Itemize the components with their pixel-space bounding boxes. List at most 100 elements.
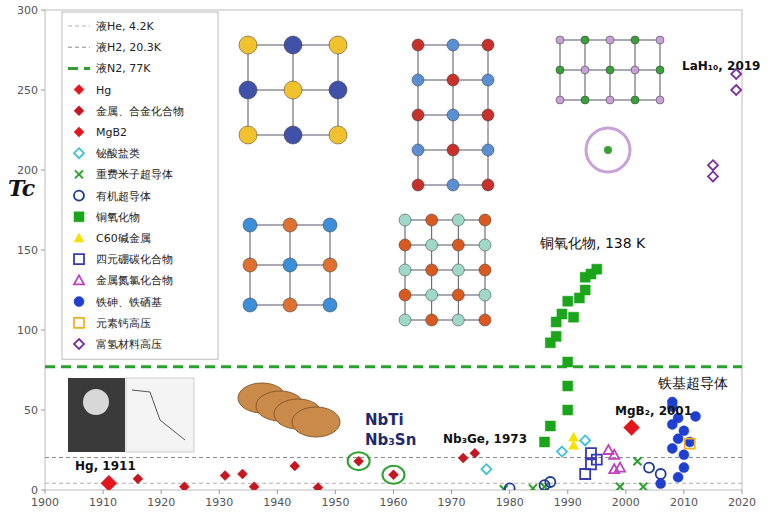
x-tick xyxy=(451,490,452,494)
legend-swatch xyxy=(74,106,84,116)
point xyxy=(667,443,677,453)
atom xyxy=(482,39,494,51)
legend-swatch xyxy=(74,148,84,158)
legend-label: Hg xyxy=(96,84,111,97)
atom xyxy=(556,36,564,44)
atom xyxy=(447,109,459,121)
atom xyxy=(426,239,438,251)
atom xyxy=(656,66,664,74)
atom xyxy=(412,144,424,156)
atom xyxy=(479,314,491,326)
x-tick-label: 1960 xyxy=(380,496,408,509)
x-tick xyxy=(509,490,510,494)
x-tick-label: 1970 xyxy=(438,496,466,509)
atom xyxy=(447,179,459,191)
x-tick xyxy=(219,490,220,494)
annotation: 铁基超导体 xyxy=(657,375,728,391)
point xyxy=(481,464,491,474)
point xyxy=(563,405,573,415)
point xyxy=(505,483,515,490)
legend-swatch xyxy=(74,339,84,349)
point xyxy=(237,469,247,479)
y-tick xyxy=(41,250,45,251)
x-tick-label: 2020 xyxy=(728,496,756,509)
atom xyxy=(426,289,438,301)
point xyxy=(470,448,480,458)
legend-swatch xyxy=(74,275,84,284)
atom xyxy=(412,179,424,191)
atom xyxy=(452,314,464,326)
legend-label: 铜氧化物 xyxy=(95,211,140,224)
point xyxy=(685,439,695,449)
annotation: LaH₁₀, 2019 xyxy=(682,59,760,73)
atom xyxy=(606,96,614,104)
atom xyxy=(284,81,302,99)
x-tick xyxy=(45,490,46,494)
point xyxy=(563,357,573,367)
annotation: NbTi xyxy=(365,411,404,429)
y-tick-label: 250 xyxy=(17,84,38,97)
x-tick xyxy=(393,490,394,494)
bond xyxy=(405,220,485,221)
atom xyxy=(482,144,494,156)
point xyxy=(639,483,647,490)
point xyxy=(580,469,590,479)
legend-swatch xyxy=(68,67,90,70)
point xyxy=(101,475,117,490)
x-tick xyxy=(683,490,684,494)
legend-label: 铁砷、铁硒基 xyxy=(95,296,162,309)
atom xyxy=(399,264,411,276)
highlight-ring xyxy=(383,466,405,484)
bond xyxy=(405,320,485,321)
atom xyxy=(284,36,302,54)
atom xyxy=(399,289,411,301)
y-tick-label: 100 xyxy=(17,324,38,337)
annotation: Nb₃Sn xyxy=(365,431,416,449)
legend-label: 液He, 4.2K xyxy=(96,20,155,33)
point xyxy=(540,437,550,447)
x-tick-label: 1900 xyxy=(31,496,59,509)
x-tick xyxy=(161,490,162,494)
atom xyxy=(606,66,614,74)
atom xyxy=(329,81,347,99)
atom xyxy=(479,239,491,251)
legend-swatch xyxy=(74,127,84,137)
y-tick xyxy=(41,410,45,411)
point xyxy=(133,474,143,484)
legend-swatch xyxy=(68,26,90,27)
atom xyxy=(323,218,337,232)
reference-line xyxy=(45,457,742,458)
bond xyxy=(405,245,485,246)
x-tick-label: 2010 xyxy=(670,496,698,509)
legend-label: 富氢材料高压 xyxy=(96,338,162,351)
atom xyxy=(399,214,411,226)
cage xyxy=(586,128,630,172)
x-tick xyxy=(742,490,743,494)
annotation: Hg, 1911 xyxy=(75,459,136,473)
point xyxy=(563,296,573,306)
atom xyxy=(447,144,459,156)
x-tick-label: 2000 xyxy=(612,496,640,509)
x-tick-label: 1920 xyxy=(147,496,175,509)
atom xyxy=(482,179,494,191)
atom xyxy=(412,74,424,86)
atom xyxy=(426,264,438,276)
point xyxy=(580,285,590,295)
atom xyxy=(426,214,438,226)
atom xyxy=(581,36,589,44)
legend-label: 金属、合金化合物 xyxy=(96,105,184,118)
atom xyxy=(581,66,589,74)
atom xyxy=(482,74,494,86)
point xyxy=(633,457,641,465)
bond xyxy=(405,270,485,271)
y-tick xyxy=(41,90,45,91)
point xyxy=(656,469,666,479)
atom xyxy=(239,81,257,99)
point xyxy=(673,472,683,482)
point xyxy=(609,450,619,459)
atom xyxy=(452,239,464,251)
atom xyxy=(556,66,564,74)
x-tick-label: 1940 xyxy=(263,496,291,509)
atom xyxy=(243,298,257,312)
atom xyxy=(239,36,257,54)
